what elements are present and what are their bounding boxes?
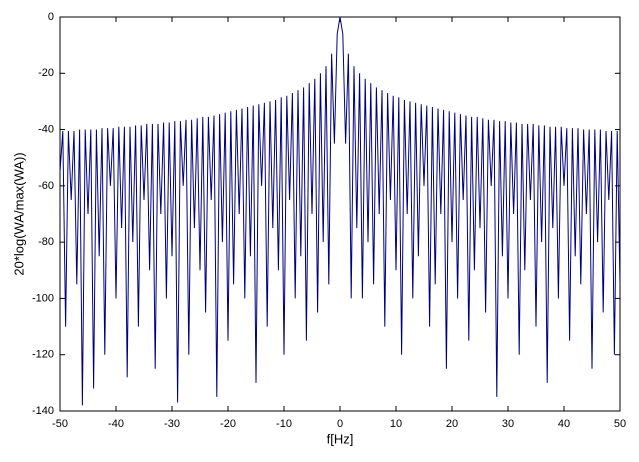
x-tick-label: -30 [164,418,180,430]
y-tick-label: -40 [38,123,54,135]
y-axis-label: 20*log(WA/max(WA)) [11,152,26,275]
y-tick-label: -120 [32,349,54,361]
plot-box [59,16,621,412]
x-tick-label: -40 [108,418,124,430]
x-axis-label: f[Hz] [327,431,354,446]
x-tick-label: 10 [390,418,402,430]
x-tick-label: 50 [614,418,626,430]
x-tick-label: 0 [337,418,343,430]
x-tick-label: 40 [558,418,570,430]
y-tick-label: -20 [38,67,54,79]
y-tick-label: 0 [48,11,54,23]
x-tick-label: 20 [446,418,458,430]
y-tick-label: -140 [32,405,54,417]
spectrum-line [59,16,621,406]
y-tick-label: -100 [32,292,54,304]
x-tick-label: -20 [220,418,236,430]
y-tick-label: -60 [38,180,54,192]
x-tick-label: 30 [502,418,514,430]
x-tick-label: -50 [52,418,68,430]
y-tick-label: -80 [38,236,54,248]
x-tick-label: -10 [276,418,292,430]
